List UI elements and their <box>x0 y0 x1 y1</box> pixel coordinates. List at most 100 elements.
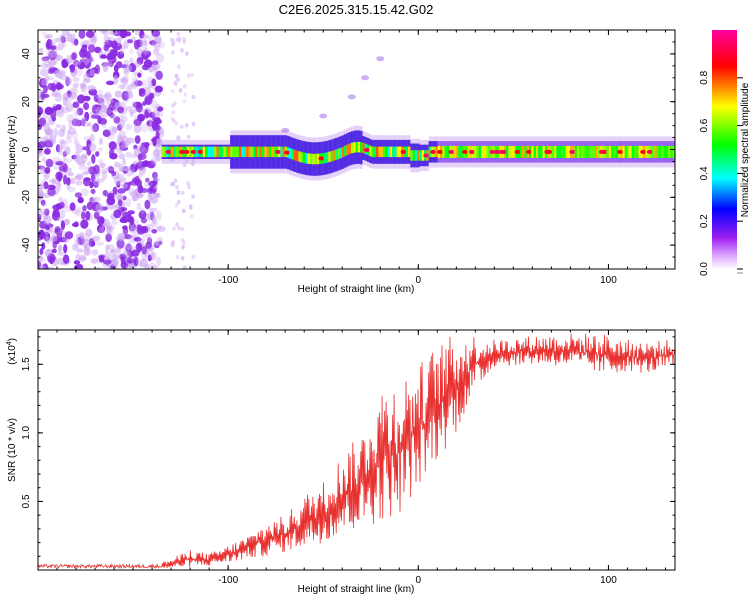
noise-blob <box>66 177 71 186</box>
colorbar-tick-label: 0.4 <box>699 166 710 180</box>
noise-blob <box>43 148 51 155</box>
noise-blob <box>45 56 50 61</box>
noise-blob <box>96 178 105 183</box>
noise-blob <box>148 80 153 89</box>
ridge-core <box>659 145 662 158</box>
noise-blob <box>137 237 146 243</box>
noise-blob <box>45 142 53 147</box>
noise-blob <box>62 163 68 173</box>
ridge-core <box>654 145 657 158</box>
ridge-core <box>551 145 555 158</box>
ridge-core <box>476 145 479 158</box>
ridge-core <box>303 152 306 164</box>
noise-blob <box>76 248 84 253</box>
ridge-core <box>565 145 568 158</box>
noise-blob <box>39 208 48 214</box>
harmonic-blob <box>281 127 290 133</box>
svg-text:(x104): (x104) <box>6 338 18 365</box>
noise-blob <box>123 250 131 258</box>
noise-blob <box>75 159 85 165</box>
ridge-core <box>177 146 180 158</box>
noise-blob <box>85 210 91 221</box>
ridge-core <box>389 146 393 158</box>
noise-blob <box>175 185 179 190</box>
ridge-core <box>316 153 320 165</box>
noise-blob <box>104 251 111 261</box>
snr-scale-label: (x104) <box>6 338 18 365</box>
noise-blob <box>58 128 65 138</box>
noise-blob <box>40 68 49 77</box>
ridge-hotspot <box>569 149 576 154</box>
noise-blob <box>73 260 81 265</box>
noise-blob <box>151 120 157 130</box>
ridge-hotspot <box>494 149 500 154</box>
noise-blob <box>149 112 156 119</box>
noise-blob <box>65 57 74 64</box>
ridge-core <box>271 146 274 158</box>
noise-blob <box>46 49 53 60</box>
ridge-core <box>417 150 420 161</box>
noise-blob <box>125 123 133 131</box>
spectrogram-y-ticks: -40 -20 0 20 40 <box>21 41 675 258</box>
ridge-core <box>455 145 459 158</box>
noise-blob <box>97 147 103 152</box>
noise-blob <box>93 176 100 186</box>
y-tick-label: -40 <box>21 237 32 252</box>
ridge-core <box>592 145 596 158</box>
noise-blob <box>121 139 128 150</box>
noise-blob <box>88 44 96 53</box>
noise-blob <box>155 156 161 161</box>
noise-blob <box>146 233 152 243</box>
ridge-core <box>576 145 580 158</box>
noise-blob <box>69 64 76 73</box>
colorbar-tick-label: 0.8 <box>699 70 710 84</box>
noise-blob <box>65 136 73 144</box>
noise-blob <box>174 203 179 208</box>
noise-blob <box>180 48 184 53</box>
noise-blob <box>119 48 125 55</box>
snr-scale-base: (x10 <box>7 345 18 365</box>
ridge-core <box>615 145 619 158</box>
ridge-core <box>481 145 484 158</box>
noise-blob <box>122 244 130 254</box>
noise-blob <box>133 147 140 158</box>
noise-blob <box>54 226 61 233</box>
noise-blob <box>59 70 66 76</box>
noise-blob <box>125 151 133 158</box>
ridge-core <box>252 146 256 158</box>
noise-blob <box>38 213 42 221</box>
ridge-core <box>622 145 625 158</box>
ridge-core <box>232 146 235 158</box>
noise-blob <box>127 39 133 44</box>
noise-blob <box>71 118 79 127</box>
noise-blob <box>105 233 112 243</box>
noise-blob <box>70 92 78 100</box>
ridge-core <box>225 146 228 158</box>
harmonic-blob <box>376 56 385 62</box>
noise-blob <box>57 151 66 156</box>
noise-blob <box>49 49 57 59</box>
ridge-core <box>435 146 438 158</box>
noise-blob <box>126 137 134 144</box>
ridge-core <box>524 145 527 158</box>
noise-blob <box>83 136 92 142</box>
noise-blob <box>65 77 72 86</box>
ridge-core <box>312 153 315 165</box>
ridge-core <box>483 145 486 158</box>
ridge-core <box>385 146 388 158</box>
noise-blob <box>74 239 81 249</box>
noise-blob <box>92 123 99 133</box>
ridge-core <box>328 151 331 163</box>
ridge-core <box>293 150 297 161</box>
noise-blob <box>90 172 96 183</box>
noise-blob <box>137 153 147 160</box>
ridge-hotspot <box>546 149 553 154</box>
noise-blob <box>106 166 115 171</box>
noise-blob <box>63 244 68 254</box>
ridge-core <box>273 146 276 158</box>
ridge-core <box>234 146 237 158</box>
ridge-core <box>357 141 361 153</box>
ridge-core <box>175 146 178 158</box>
noise-blob <box>69 92 77 100</box>
